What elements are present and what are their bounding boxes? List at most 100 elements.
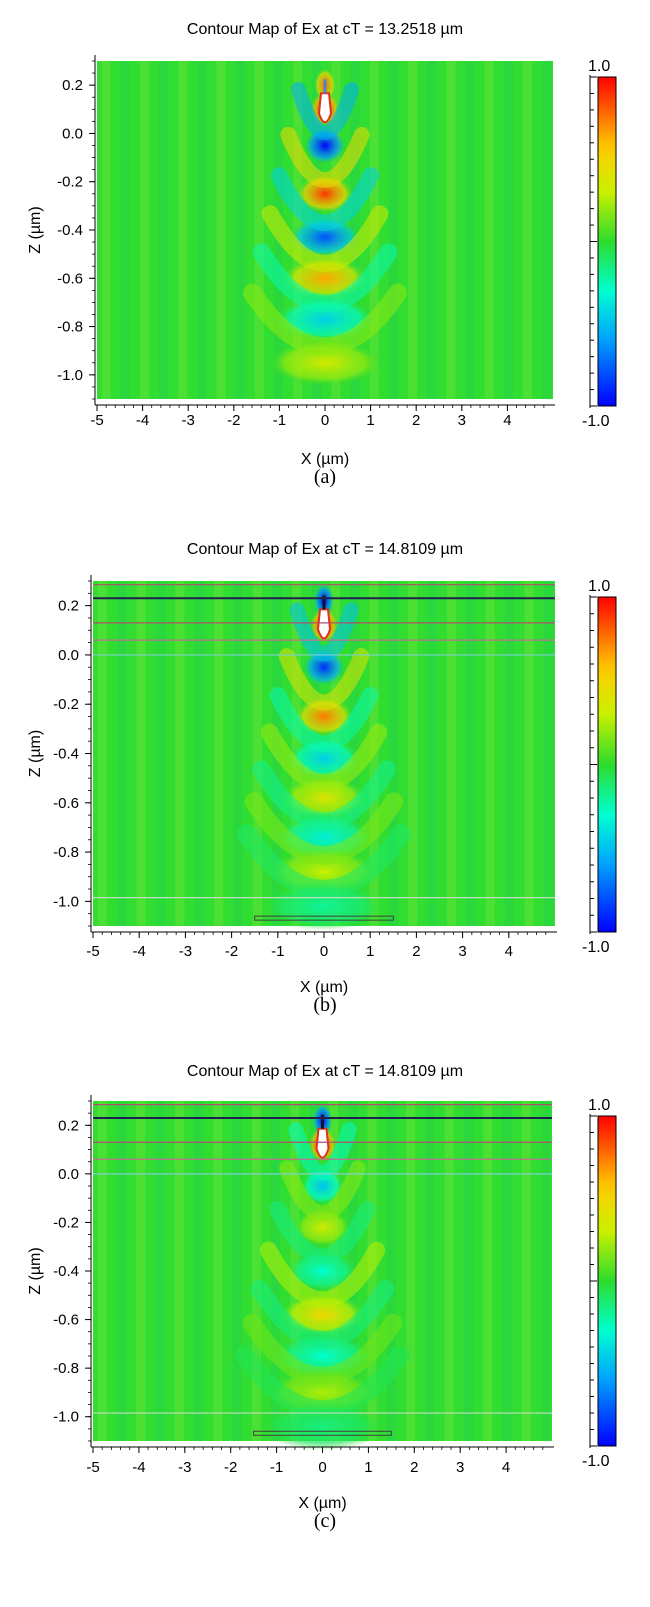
y-tick-label: -0.2 <box>57 174 83 191</box>
y-axis-label: Z (µm) <box>27 206 44 253</box>
field-lobe <box>262 882 386 931</box>
wave-arc <box>237 824 411 900</box>
x-tick-label: 4 <box>502 1459 510 1476</box>
x-tick-label: 1 <box>366 412 374 429</box>
x-tick-label: -2 <box>224 1459 237 1476</box>
probe-tip <box>316 608 332 640</box>
colorbar: 1.0 -1.0 <box>582 578 617 956</box>
substrate-box <box>253 1430 392 1436</box>
colorbar-gradient <box>597 596 617 933</box>
wave-arc <box>242 1313 403 1386</box>
field-lobe <box>301 1167 344 1205</box>
y-tick-label: -0.4 <box>57 222 83 239</box>
y-tick-label: 0.0 <box>58 647 79 664</box>
contour-chart: Contour Map of Ex at cT = 13.2518 µm -5 -4… <box>27 21 617 468</box>
contour-chart: Contour Map of Ex at cT = 14.8109 µm -5 -4… <box>27 1063 617 1512</box>
field-lobe <box>302 648 346 687</box>
y-tick-label: -0.6 <box>53 795 79 812</box>
field-lobe <box>286 1250 359 1292</box>
wave-arc <box>261 205 389 272</box>
x-tick-label: -2 <box>225 943 238 960</box>
y-tick-label: 0.2 <box>58 598 79 615</box>
y-tick-label: -0.8 <box>53 1360 79 1377</box>
wave-arc <box>259 1241 386 1309</box>
wave-arc <box>243 283 407 356</box>
wave-arc <box>235 1345 410 1420</box>
wave-arc <box>244 792 404 865</box>
y-tick-label: -1.0 <box>53 893 79 910</box>
x-tick-label: -5 <box>90 412 103 429</box>
x-tick-label: -3 <box>179 943 192 960</box>
x-tick-label: 4 <box>505 943 513 960</box>
wave-arc <box>278 648 370 711</box>
wave-arcs <box>237 583 411 931</box>
field-lobe <box>294 1207 351 1247</box>
colorbar-max-label: 1.0 <box>588 578 610 595</box>
layer-lines <box>93 1104 552 1414</box>
wave-arcs <box>243 67 407 387</box>
y-axis-label: Z (µm) <box>27 1247 44 1294</box>
y-tick-label: 0.2 <box>62 77 83 94</box>
wave-arc <box>270 167 380 231</box>
wave-arc <box>250 1279 395 1350</box>
colorbar-min-label: -1.0 <box>582 939 610 956</box>
colorbar-gradient <box>597 1115 617 1447</box>
x-axis-label: X (µm) <box>300 979 348 996</box>
probe-stem <box>323 79 327 94</box>
colorbar: 1.0 -1.0 <box>582 58 617 430</box>
y-tick-label: -1.0 <box>57 367 83 384</box>
wave-arc <box>280 126 370 188</box>
panel-b: Contour Map of Ex at cT = 14.8109 µm -5 -4… <box>0 520 650 1040</box>
panel-c: Contour Map of Ex at cT = 14.8109 µm -5 -4… <box>0 1042 650 1562</box>
x-tick-label: 0 <box>321 412 329 429</box>
x-tick-label: -4 <box>132 1459 145 1476</box>
x-axis-label: X (µm) <box>301 451 349 468</box>
wave-arc <box>260 723 388 792</box>
x-tick-label: 3 <box>458 412 466 429</box>
wave-arc <box>252 243 398 313</box>
substrate-box <box>254 915 394 921</box>
x-axis-label: X (µm) <box>298 1495 346 1512</box>
y-tick-label: -1.0 <box>53 1409 79 1426</box>
wave-arc <box>269 1201 376 1265</box>
x-tick-label: 1 <box>366 943 374 960</box>
wave-arc <box>291 82 359 140</box>
panel-caption: (c) <box>313 1510 337 1532</box>
colorbar-gradient <box>597 76 617 407</box>
x-tick-label: 3 <box>456 1459 464 1476</box>
x-tick-label: -1 <box>273 412 286 429</box>
chart-title: Contour Map of Ex at cT = 13.2518 µm <box>187 21 463 38</box>
panel-caption: (a) <box>313 466 337 488</box>
wave-arc <box>252 760 396 831</box>
y-tick-label: -0.6 <box>57 270 83 287</box>
x-tick-label: 3 <box>458 943 466 960</box>
x-tick-label: -3 <box>182 412 195 429</box>
x-tick-label: -5 <box>86 1459 99 1476</box>
x-tick-label: 0 <box>318 1459 326 1476</box>
x-tick-label: 2 <box>412 412 420 429</box>
axes: -5 -4 -3 -2 -1 0 1 2 3 4 0.2 0.0 -0.2 -0.4 -0.6 -0.8 -1.… <box>53 575 557 960</box>
probe-stem <box>321 1114 324 1129</box>
y-axis-label: Z (µm) <box>27 730 44 777</box>
probe-tip <box>317 92 333 124</box>
colorbar-max-label: 1.0 <box>588 1097 610 1114</box>
colorbar-max-label: 1.0 <box>588 58 610 75</box>
x-tick-label: 2 <box>410 1459 418 1476</box>
panel-a: Contour Map of Ex at cT = 13.2518 µm -5 -4… <box>0 0 650 520</box>
panel-caption: (b) <box>313 994 337 1016</box>
y-tick-label: -0.4 <box>53 746 79 763</box>
x-tick-label: -2 <box>227 412 240 429</box>
y-tick-label: 0.2 <box>58 1117 79 1134</box>
colorbar-min-label: -1.0 <box>582 413 610 430</box>
layer-lines <box>93 584 555 899</box>
wave-arc <box>289 602 359 662</box>
field-lobe <box>266 339 384 387</box>
chart-title: Contour Map of Ex at cT = 14.8109 µm <box>187 1063 463 1080</box>
y-tick-label: -0.8 <box>53 844 79 861</box>
x-tick-label: -1 <box>270 1459 283 1476</box>
wave-arc <box>269 687 379 753</box>
chart-title: Contour Map of Ex at cT = 14.8109 µm <box>187 541 463 558</box>
probe-stem <box>322 595 326 610</box>
wave-arc <box>288 1122 357 1181</box>
x-tick-label: -4 <box>133 943 146 960</box>
